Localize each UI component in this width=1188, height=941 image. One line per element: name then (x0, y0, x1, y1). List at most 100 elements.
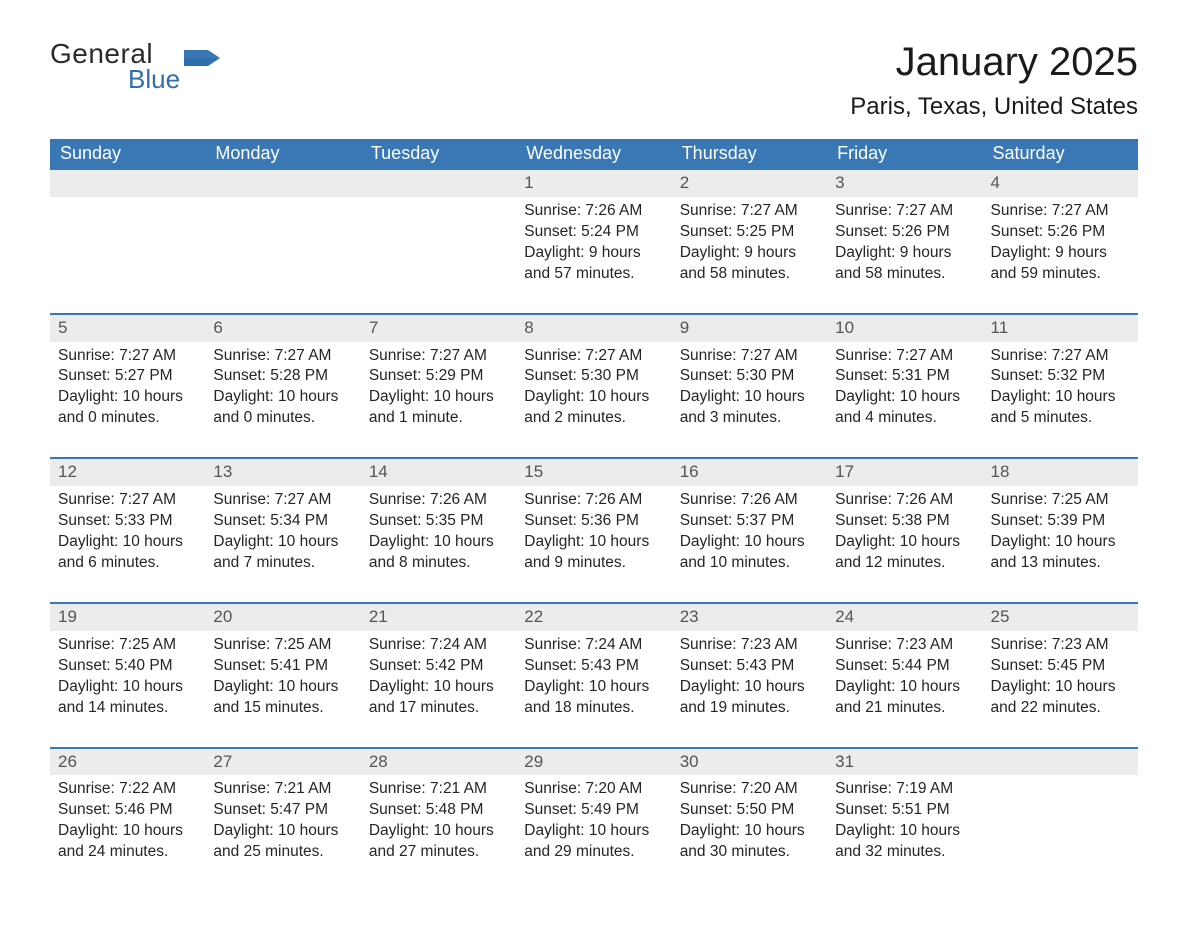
day-number (50, 170, 205, 197)
sunrise-line: Sunrise: 7:27 AM (213, 490, 352, 511)
sunset-line: Sunset: 5:33 PM (58, 511, 197, 532)
brand-text: General Blue (50, 40, 180, 92)
sunrise-line: Sunrise: 7:21 AM (369, 779, 508, 800)
sunset-line: Sunset: 5:46 PM (58, 800, 197, 821)
calendar-cell: 1Sunrise: 7:26 AMSunset: 5:24 PMDaylight… (516, 170, 671, 314)
sunset-line: Sunset: 5:26 PM (991, 222, 1130, 243)
sunset-line: Sunset: 5:43 PM (524, 656, 663, 677)
daylight-line: Daylight: 10 hours (991, 677, 1130, 698)
day-number: 8 (516, 315, 671, 342)
daylight-line: Daylight: 10 hours (369, 821, 508, 842)
sunset-line: Sunset: 5:34 PM (213, 511, 352, 532)
sunset-line: Sunset: 5:41 PM (213, 656, 352, 677)
sunset-line: Sunset: 5:48 PM (369, 800, 508, 821)
daylight-line: Daylight: 10 hours (991, 387, 1130, 408)
daylight-line: Daylight: 10 hours (835, 821, 974, 842)
calendar-cell: 11Sunrise: 7:27 AMSunset: 5:32 PMDayligh… (983, 314, 1138, 459)
calendar-cell-empty (50, 170, 205, 314)
calendar-cell: 27Sunrise: 7:21 AMSunset: 5:47 PMDayligh… (205, 748, 360, 892)
calendar-cell: 10Sunrise: 7:27 AMSunset: 5:31 PMDayligh… (827, 314, 982, 459)
sunrise-line: Sunrise: 7:27 AM (991, 346, 1130, 367)
daylight-line: and 22 minutes. (991, 698, 1130, 719)
day-number (205, 170, 360, 197)
location-subtitle: Paris, Texas, United States (850, 93, 1138, 121)
calendar-cell: 8Sunrise: 7:27 AMSunset: 5:30 PMDaylight… (516, 314, 671, 459)
daylight-line: Daylight: 9 hours (524, 243, 663, 264)
calendar-cell: 30Sunrise: 7:20 AMSunset: 5:50 PMDayligh… (672, 748, 827, 892)
day-number: 7 (361, 315, 516, 342)
sunrise-line: Sunrise: 7:24 AM (524, 635, 663, 656)
daylight-line: Daylight: 10 hours (991, 532, 1130, 553)
day-number: 12 (50, 459, 205, 486)
calendar-head: SundayMondayTuesdayWednesdayThursdayFrid… (50, 139, 1138, 170)
sunset-line: Sunset: 5:49 PM (524, 800, 663, 821)
day-number (361, 170, 516, 197)
day-number: 17 (827, 459, 982, 486)
daylight-line: Daylight: 10 hours (835, 677, 974, 698)
daylight-line: and 8 minutes. (369, 553, 508, 574)
sunset-line: Sunset: 5:40 PM (58, 656, 197, 677)
sunset-line: Sunset: 5:47 PM (213, 800, 352, 821)
daylight-line: and 6 minutes. (58, 553, 197, 574)
daylight-line: and 12 minutes. (835, 553, 974, 574)
sunset-line: Sunset: 5:44 PM (835, 656, 974, 677)
sunset-line: Sunset: 5:39 PM (991, 511, 1130, 532)
daylight-line: Daylight: 10 hours (835, 532, 974, 553)
day-number: 29 (516, 749, 671, 776)
daylight-line: and 25 minutes. (213, 842, 352, 863)
sunrise-line: Sunrise: 7:27 AM (835, 201, 974, 222)
daylight-line: and 59 minutes. (991, 264, 1130, 285)
weekday-header: Tuesday (361, 139, 516, 170)
day-number: 6 (205, 315, 360, 342)
daylight-line: and 0 minutes. (213, 408, 352, 429)
calendar-week: 26Sunrise: 7:22 AMSunset: 5:46 PMDayligh… (50, 748, 1138, 892)
daylight-line: and 0 minutes. (58, 408, 197, 429)
daylight-line: and 4 minutes. (835, 408, 974, 429)
day-number: 27 (205, 749, 360, 776)
daylight-line: and 19 minutes. (680, 698, 819, 719)
sunset-line: Sunset: 5:35 PM (369, 511, 508, 532)
brand-blue: Blue (128, 66, 180, 92)
calendar-cell: 25Sunrise: 7:23 AMSunset: 5:45 PMDayligh… (983, 603, 1138, 748)
weekday-row: SundayMondayTuesdayWednesdayThursdayFrid… (50, 139, 1138, 170)
sunrise-line: Sunrise: 7:26 AM (369, 490, 508, 511)
sunrise-line: Sunrise: 7:27 AM (991, 201, 1130, 222)
sunrise-line: Sunrise: 7:27 AM (369, 346, 508, 367)
sunrise-line: Sunrise: 7:21 AM (213, 779, 352, 800)
calendar-cell-empty (205, 170, 360, 314)
day-number: 28 (361, 749, 516, 776)
day-number: 15 (516, 459, 671, 486)
daylight-line: Daylight: 10 hours (680, 387, 819, 408)
daylight-line: and 3 minutes. (680, 408, 819, 429)
day-number: 24 (827, 604, 982, 631)
sunset-line: Sunset: 5:27 PM (58, 366, 197, 387)
calendar-cell: 20Sunrise: 7:25 AMSunset: 5:41 PMDayligh… (205, 603, 360, 748)
day-number: 9 (672, 315, 827, 342)
sunrise-line: Sunrise: 7:25 AM (991, 490, 1130, 511)
day-number: 11 (983, 315, 1138, 342)
day-number: 16 (672, 459, 827, 486)
sunrise-line: Sunrise: 7:27 AM (213, 346, 352, 367)
weekday-header: Monday (205, 139, 360, 170)
calendar-cell-empty (983, 748, 1138, 892)
sunset-line: Sunset: 5:43 PM (680, 656, 819, 677)
daylight-line: Daylight: 10 hours (680, 821, 819, 842)
day-number: 5 (50, 315, 205, 342)
day-number: 20 (205, 604, 360, 631)
calendar-cell: 16Sunrise: 7:26 AMSunset: 5:37 PMDayligh… (672, 458, 827, 603)
daylight-line: Daylight: 10 hours (835, 387, 974, 408)
sunrise-line: Sunrise: 7:26 AM (835, 490, 974, 511)
calendar-cell: 31Sunrise: 7:19 AMSunset: 5:51 PMDayligh… (827, 748, 982, 892)
calendar-week: 12Sunrise: 7:27 AMSunset: 5:33 PMDayligh… (50, 458, 1138, 603)
day-number: 13 (205, 459, 360, 486)
sunset-line: Sunset: 5:26 PM (835, 222, 974, 243)
daylight-line: Daylight: 10 hours (58, 532, 197, 553)
calendar-cell: 4Sunrise: 7:27 AMSunset: 5:26 PMDaylight… (983, 170, 1138, 314)
calendar-week: 19Sunrise: 7:25 AMSunset: 5:40 PMDayligh… (50, 603, 1138, 748)
daylight-line: Daylight: 10 hours (58, 387, 197, 408)
daylight-line: and 29 minutes. (524, 842, 663, 863)
calendar-cell: 15Sunrise: 7:26 AMSunset: 5:36 PMDayligh… (516, 458, 671, 603)
daylight-line: Daylight: 10 hours (58, 821, 197, 842)
sunset-line: Sunset: 5:25 PM (680, 222, 819, 243)
weekday-header: Friday (827, 139, 982, 170)
